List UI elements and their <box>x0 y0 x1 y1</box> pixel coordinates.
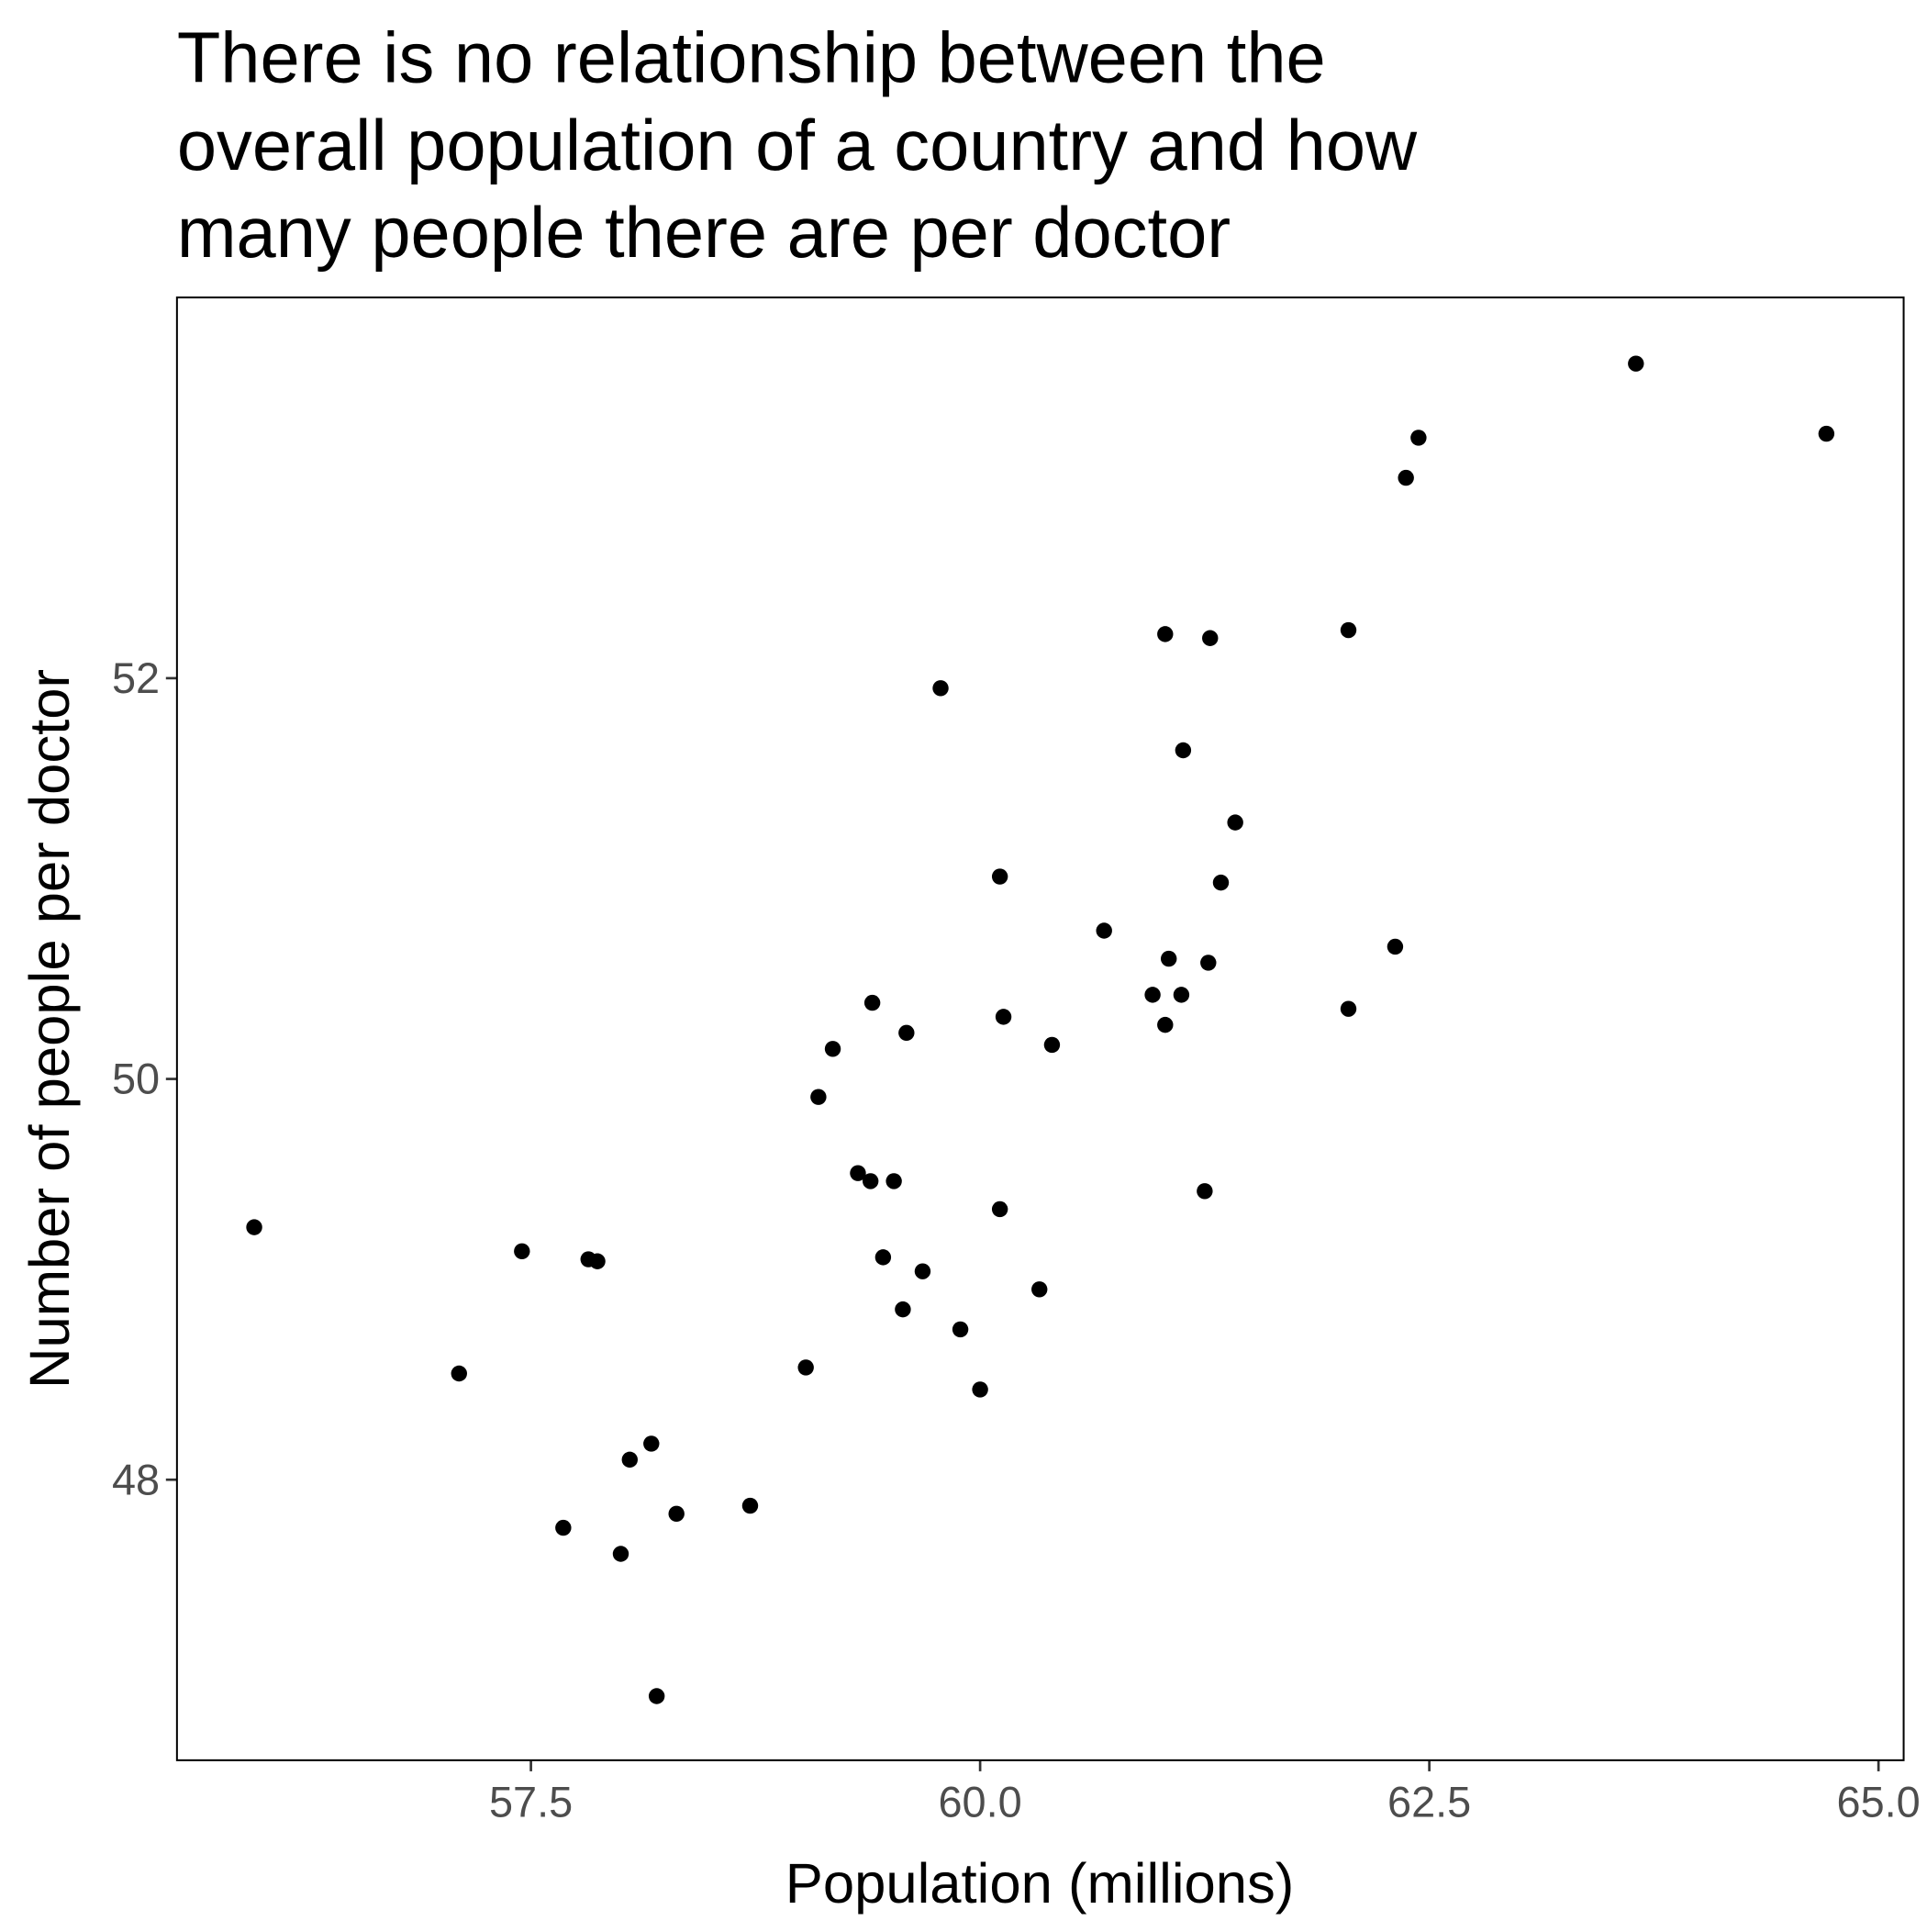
point <box>668 1505 685 1523</box>
point <box>874 1249 892 1266</box>
point <box>1398 469 1414 486</box>
point <box>886 1173 902 1189</box>
point <box>1175 742 1192 759</box>
point <box>1202 630 1219 646</box>
point <box>741 1497 759 1514</box>
point <box>612 1546 629 1562</box>
point <box>972 1381 988 1398</box>
x-tick-label: 60.0 <box>939 1778 1022 1826</box>
point <box>1031 1281 1048 1298</box>
y-tick-label: 52 <box>112 654 160 702</box>
x-tick-label: 62.5 <box>1387 1778 1471 1826</box>
point <box>589 1253 606 1269</box>
chart-title: There is no relationship between the <box>177 19 1326 98</box>
point <box>621 1451 638 1469</box>
point <box>810 1089 827 1105</box>
point <box>1410 430 1427 446</box>
point <box>1340 621 1357 639</box>
point <box>555 1519 572 1536</box>
point <box>1197 1183 1213 1200</box>
point <box>914 1263 931 1279</box>
point <box>898 1024 915 1042</box>
point <box>895 1301 911 1318</box>
point <box>451 1365 467 1382</box>
point <box>1200 955 1217 971</box>
point <box>1161 950 1177 967</box>
point <box>1212 874 1230 891</box>
x-tick-label: 57.5 <box>489 1778 573 1826</box>
x-axis-title: Population (millions) <box>785 1852 1295 1915</box>
y-tick-label: 50 <box>112 1055 160 1103</box>
x-tick-label: 65.0 <box>1837 1778 1921 1826</box>
point <box>1340 1000 1357 1017</box>
y-tick-label: 48 <box>112 1456 160 1503</box>
point <box>1818 425 1835 442</box>
point <box>246 1219 262 1235</box>
chart-title: many people there are per doctor <box>177 194 1231 273</box>
point <box>995 1009 1012 1025</box>
point <box>991 868 1008 885</box>
point <box>648 1688 665 1704</box>
point <box>932 680 949 697</box>
point <box>1227 814 1243 831</box>
point <box>797 1359 814 1376</box>
point <box>952 1321 969 1338</box>
point <box>991 1201 1008 1218</box>
point <box>643 1435 660 1452</box>
point <box>1157 626 1174 642</box>
point <box>1096 922 1112 939</box>
point <box>1173 987 1190 1003</box>
point <box>1144 987 1161 1003</box>
point <box>862 1173 879 1189</box>
point <box>514 1243 530 1260</box>
point <box>863 994 881 1011</box>
plot-border <box>175 296 1905 1761</box>
point <box>824 1041 841 1057</box>
point <box>850 1165 866 1181</box>
point <box>1043 1036 1061 1054</box>
point <box>1387 938 1404 955</box>
point <box>1157 1016 1174 1033</box>
point <box>1628 355 1644 372</box>
y-axis-title: Number of people per doctor <box>18 669 82 1389</box>
chart-title: overall population of a country and how <box>177 106 1418 185</box>
